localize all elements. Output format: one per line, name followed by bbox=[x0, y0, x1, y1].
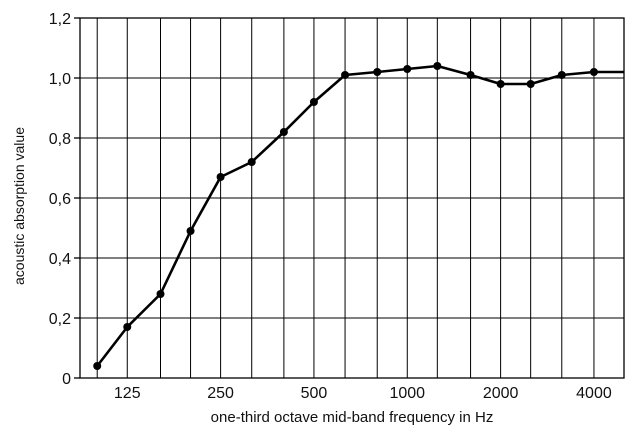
x-tick-label: 2000 bbox=[483, 385, 519, 402]
data-point bbox=[309, 98, 318, 106]
y-tick-label: 0,6 bbox=[49, 191, 71, 208]
y-tick-label: 1,2 bbox=[49, 11, 71, 28]
data-point bbox=[93, 362, 102, 370]
y-axis-title: acoustic absorption value bbox=[11, 127, 27, 285]
series bbox=[93, 62, 624, 370]
x-tick-label: 500 bbox=[301, 385, 328, 402]
data-point bbox=[557, 71, 566, 79]
y-tick-label: 1,0 bbox=[49, 71, 71, 88]
data-point bbox=[247, 158, 256, 166]
data-point bbox=[123, 323, 132, 331]
x-axis-title: one-third octave mid-band frequency in H… bbox=[211, 409, 494, 426]
y-tick-label: 0,2 bbox=[49, 311, 71, 328]
series-line bbox=[96, 64, 624, 367]
data-point bbox=[186, 227, 195, 235]
data-point bbox=[589, 68, 598, 76]
data-point bbox=[496, 80, 505, 88]
x-tick-label: 125 bbox=[114, 385, 141, 402]
data-point bbox=[279, 128, 288, 136]
data-point bbox=[341, 71, 350, 79]
data-point bbox=[466, 71, 475, 79]
data-point bbox=[403, 65, 412, 73]
y-tick-label: 0 bbox=[62, 371, 71, 388]
y-tick-label: 0,4 bbox=[49, 251, 71, 268]
data-point bbox=[373, 68, 382, 76]
x-tick-label: 1000 bbox=[389, 385, 425, 402]
tick-labels: 0 0,2 0,4 0,6 0,8 1,0 1,2 125 250 500 1000 2000 4000 bbox=[49, 11, 612, 402]
x-tick-label: 4000 bbox=[576, 385, 612, 402]
data-point bbox=[156, 290, 165, 298]
x-tick-label: 250 bbox=[207, 385, 234, 402]
data-point bbox=[433, 62, 442, 70]
grid bbox=[80, 17, 625, 379]
y-tick-label: 0,8 bbox=[49, 131, 71, 148]
data-point bbox=[526, 80, 535, 88]
data-point bbox=[216, 173, 225, 181]
